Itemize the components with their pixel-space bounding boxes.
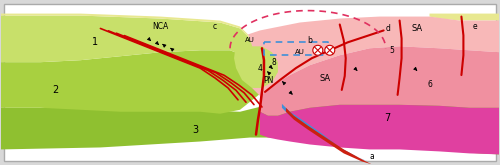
Text: AU: AU [295,49,305,55]
Polygon shape [0,50,265,114]
Polygon shape [282,104,368,161]
Text: 5: 5 [389,46,394,55]
Text: 4: 4 [258,64,262,73]
Text: AU: AU [245,37,255,43]
Text: 2: 2 [52,85,59,95]
Text: 1: 1 [92,37,98,47]
Text: SA: SA [319,74,330,82]
Text: 8: 8 [272,58,276,67]
Polygon shape [234,46,278,88]
Polygon shape [260,46,500,116]
Text: b: b [308,36,312,45]
Polygon shape [0,16,258,62]
Text: d: d [385,24,390,33]
Polygon shape [248,16,500,96]
Polygon shape [286,108,372,164]
Text: PN: PN [263,76,273,84]
Polygon shape [0,84,500,154]
Text: NCA: NCA [152,22,168,31]
Text: SA: SA [412,24,423,33]
Text: a: a [370,152,374,161]
Circle shape [325,45,335,55]
Circle shape [313,45,323,55]
Text: 6: 6 [427,81,432,89]
Polygon shape [260,105,500,154]
Polygon shape [0,14,250,38]
FancyBboxPatch shape [4,4,496,161]
Text: c: c [213,22,217,31]
Text: 7: 7 [384,113,390,123]
Text: e: e [473,22,478,31]
Polygon shape [430,14,500,20]
Text: 3: 3 [192,125,198,135]
